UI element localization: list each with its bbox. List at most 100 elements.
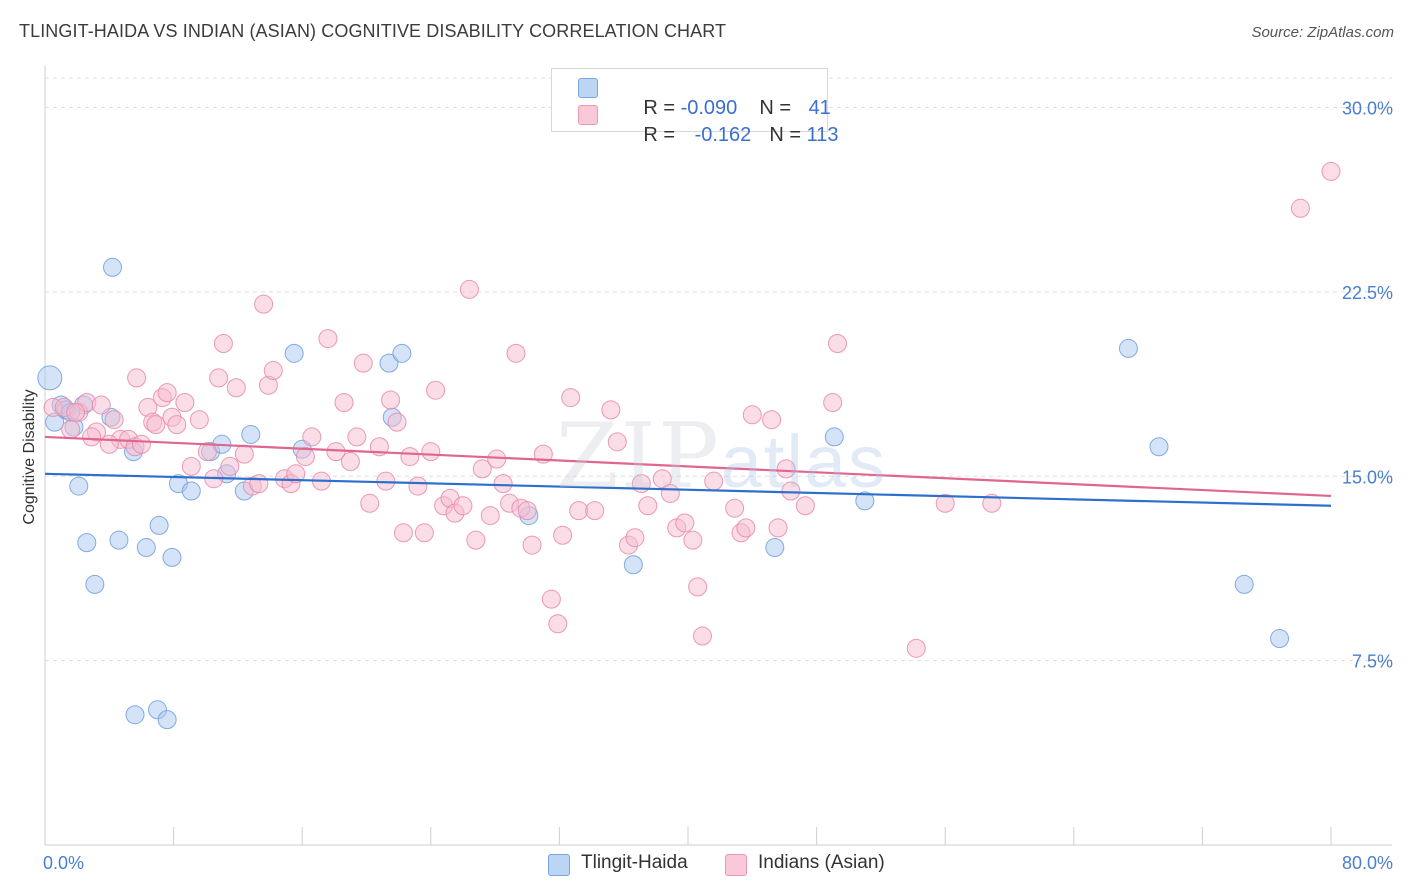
data-point [82, 427, 102, 447]
data-point [286, 464, 306, 484]
y-tick-label: 15.0% [1342, 467, 1393, 487]
data-point [742, 405, 762, 425]
legend-r-value: -0.090 [680, 97, 738, 119]
data-point [762, 410, 782, 430]
data-point [197, 442, 217, 462]
data-point [249, 474, 269, 494]
data-point [548, 614, 568, 634]
legend-row-tlingit-haida: R = -0.090 N = 41 [552, 74, 831, 119]
data-point [167, 415, 187, 435]
data-point [421, 442, 441, 462]
data-point [453, 496, 473, 516]
data-point [675, 513, 695, 533]
data-point [254, 294, 274, 314]
legend-swatch-blue [578, 78, 598, 98]
data-point [561, 388, 581, 408]
data-point [522, 535, 542, 555]
data-point [1149, 437, 1169, 457]
data-point [136, 538, 156, 558]
y-axis-label: Cognitive Disability [21, 389, 38, 524]
bottom-legend-swatch-blue [548, 854, 570, 876]
data-point [795, 496, 815, 516]
data-point [776, 459, 796, 479]
data-point [189, 410, 209, 430]
data-point [37, 365, 63, 391]
data-point [625, 528, 645, 548]
data-point [157, 383, 177, 403]
legend-row-indians-asian: R = -0.162 N = 113 [552, 101, 838, 146]
data-point [493, 474, 513, 494]
data-point [103, 257, 123, 277]
data-point [466, 530, 486, 550]
data-point [736, 518, 756, 538]
data-point [553, 525, 573, 545]
watermark: ZIPatlas [556, 404, 887, 509]
data-point [360, 493, 380, 513]
data-point [340, 452, 360, 471]
data-point [414, 523, 434, 543]
data-point [334, 393, 354, 412]
legend-r-label: R = [643, 124, 681, 146]
trend-line [44, 472, 1332, 507]
data-point [400, 447, 420, 467]
data-point [638, 496, 658, 516]
data-point [220, 456, 240, 476]
data-point [652, 469, 672, 489]
data-point [226, 378, 246, 398]
data-point [109, 530, 129, 550]
data-point [487, 449, 507, 469]
data-point [318, 329, 338, 349]
data-point [387, 412, 407, 432]
data-point [623, 555, 643, 575]
data-point [157, 710, 177, 730]
legend-n-label: N = [769, 124, 807, 146]
data-point [827, 334, 847, 353]
watermark-main: ZIP [556, 404, 721, 509]
legend-n-value: 113 [806, 124, 839, 146]
data-point [768, 518, 788, 538]
trend-lines [44, 435, 1332, 507]
data-point [781, 481, 801, 501]
data-point [1118, 338, 1138, 358]
data-point [517, 501, 537, 521]
data-point [982, 493, 1002, 513]
data-point [162, 547, 182, 567]
chart-title: TLINGIT-HAIDA VS INDIAN (ASIAN) COGNITIV… [19, 21, 727, 41]
data-point [77, 533, 97, 553]
y-tick-label: 7.5% [1352, 652, 1393, 672]
data-point [381, 390, 401, 410]
data-point [66, 402, 86, 422]
data-point [379, 353, 399, 373]
data-point [263, 361, 283, 381]
data-point [824, 427, 844, 447]
data-point [1270, 629, 1290, 648]
data-point [149, 515, 169, 535]
data-point [347, 427, 367, 447]
tick-labels: 7.5% 15.0% 22.5% 30.0% 0.0% 80.0% [43, 99, 1393, 874]
watermark-sub: atlas [720, 420, 887, 503]
data-point [426, 380, 446, 400]
x-tick-label: 80.0% [1342, 853, 1393, 873]
data-point [601, 400, 621, 420]
legend-n-label: N = [759, 97, 797, 119]
data-point [607, 432, 627, 452]
legend-r-label: R = [643, 97, 681, 119]
data-point [146, 415, 166, 435]
data-point [181, 481, 201, 501]
data-point [241, 424, 261, 444]
data-point [408, 476, 428, 496]
data-point [683, 530, 703, 550]
data-point [725, 498, 745, 518]
data-point [213, 334, 233, 353]
data-point [506, 343, 526, 363]
data-point [541, 589, 561, 609]
data-point [935, 493, 955, 513]
trend-line [44, 435, 1332, 498]
data-point [585, 501, 605, 521]
data-point [85, 574, 105, 594]
data-point [104, 410, 124, 430]
data-point [1321, 161, 1341, 181]
data-point [99, 434, 119, 454]
data-point [765, 538, 785, 558]
